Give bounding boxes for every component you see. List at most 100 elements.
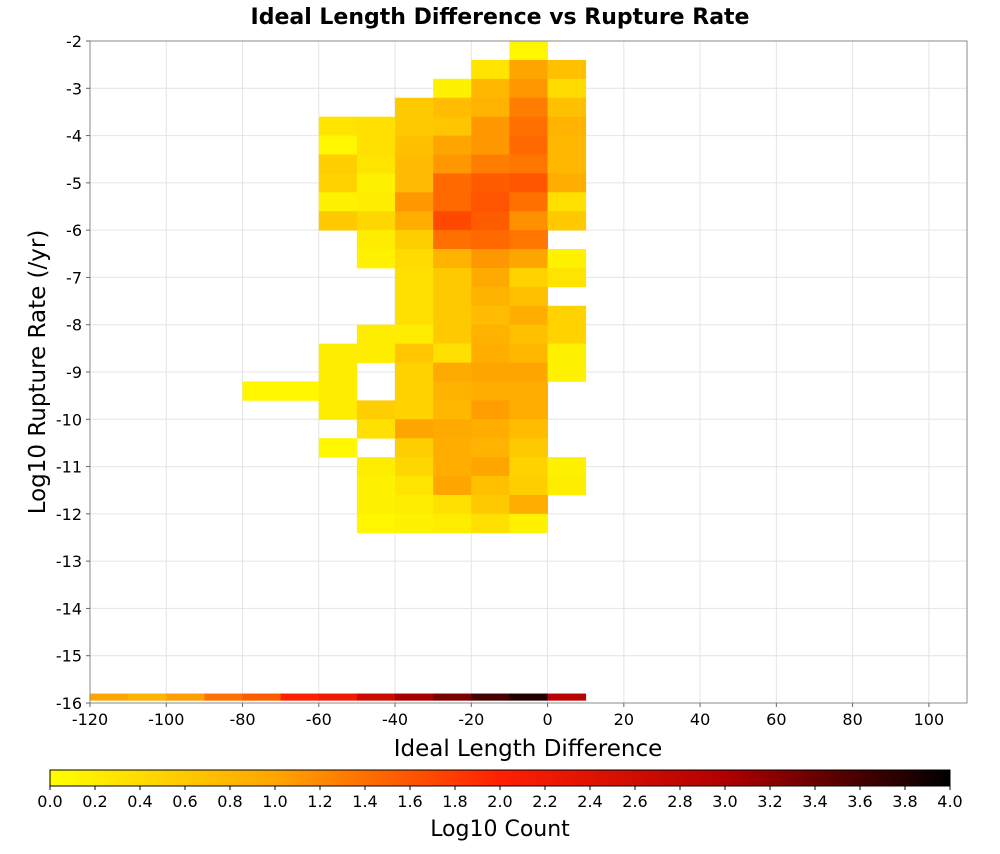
colorbar-tick-label: 1.4 — [352, 792, 377, 811]
heatmap-cell — [356, 116, 396, 136]
heatmap-cell — [318, 400, 358, 420]
heatmap-cell-bottom — [280, 693, 320, 701]
heatmap-cell-bottom — [356, 693, 396, 701]
y-tick-label: -7 — [66, 268, 82, 287]
heatmap-cell — [433, 438, 472, 458]
heatmap-cell — [509, 173, 548, 193]
heatmap-cells — [90, 41, 587, 701]
heatmap-cell — [356, 494, 396, 515]
y-tick-label: -2 — [66, 32, 82, 51]
heatmap-cell — [509, 286, 548, 307]
heatmap-cell — [471, 476, 510, 496]
heatmap-cell — [509, 249, 548, 269]
heatmap-cell — [471, 286, 510, 307]
heatmap-cell-bottom — [547, 693, 587, 701]
heatmap-cell — [356, 173, 396, 193]
heatmap-cell — [433, 362, 472, 382]
x-tick-label: -20 — [458, 710, 484, 729]
heatmap-cell-bottom — [395, 693, 434, 701]
y-tick-label: -9 — [66, 363, 82, 382]
heatmap-cell — [242, 381, 282, 401]
heatmap-cell — [547, 59, 587, 80]
heatmap-cell — [395, 211, 434, 231]
heatmap-cell — [433, 230, 472, 250]
colorbar-tick-label: 3.6 — [847, 792, 872, 811]
heatmap-cell — [318, 116, 358, 136]
heatmap-cell — [356, 476, 396, 496]
heatmap-cell-bottom — [90, 693, 129, 701]
heatmap-cell — [395, 419, 434, 439]
heatmap-cell — [356, 135, 396, 155]
colorbar-tick-label: 0.0 — [37, 792, 62, 811]
colorbar-tick-label: 1.6 — [397, 792, 422, 811]
heatmap-cell — [547, 211, 587, 231]
y-tick-label: -4 — [66, 127, 82, 146]
colorbar-tick-label: 0.2 — [82, 792, 107, 811]
heatmap-cell — [471, 494, 510, 515]
heatmap-cell-bottom — [204, 693, 243, 701]
colorbar-tick-label: 1.0 — [262, 792, 287, 811]
heatmap-cell — [471, 211, 510, 231]
colorbar-tick-label: 3.8 — [892, 792, 917, 811]
heatmap-cell — [547, 97, 587, 118]
x-tick-label: 60 — [766, 710, 786, 729]
heatmap-cell — [433, 457, 472, 477]
y-tick-label: -15 — [56, 647, 82, 666]
heatmap-cell — [318, 135, 358, 155]
heatmap-cell — [433, 267, 472, 288]
heatmap-cell — [471, 343, 510, 363]
heatmap-cell — [395, 286, 434, 307]
heatmap-cell — [471, 154, 510, 174]
colorbar-tick-label: 3.4 — [802, 792, 827, 811]
heatmap-cell — [356, 154, 396, 174]
heatmap-cell — [471, 513, 510, 534]
heatmap-cell — [318, 343, 358, 363]
heatmap-cell — [395, 381, 434, 401]
heatmap-cell — [433, 286, 472, 307]
heatmap-cell — [509, 457, 548, 477]
x-tick-label: 100 — [914, 710, 945, 729]
y-tick-label: -14 — [56, 599, 82, 618]
heatmap-cell — [395, 494, 434, 515]
colorbar — [49, 769, 951, 787]
heatmap-cell — [547, 249, 587, 269]
heatmap-cell — [471, 59, 510, 80]
heatmap-cell — [433, 400, 472, 420]
heatmap-cell — [471, 135, 510, 155]
y-tick-label: -11 — [56, 458, 82, 477]
x-tick-label: -60 — [306, 710, 332, 729]
heatmap-cell — [395, 476, 434, 496]
heatmap-cell — [509, 343, 548, 363]
heatmap-cell — [509, 381, 548, 401]
colorbar-tick-label: 1.8 — [442, 792, 467, 811]
heatmap-cell — [395, 267, 434, 288]
y-tick-label: -13 — [56, 552, 82, 571]
colorbar-tick-label: 2.0 — [487, 792, 512, 811]
heatmap-cell — [395, 457, 434, 477]
x-tick-label: -80 — [229, 710, 255, 729]
colorbar-tick-label: 2.4 — [577, 792, 602, 811]
colorbar-tick-label: 0.8 — [217, 792, 242, 811]
heatmap-cell — [509, 419, 548, 439]
colorbar-tick-label: 4.0 — [937, 792, 962, 811]
heatmap-cell — [433, 97, 472, 118]
heatmap-cell — [280, 381, 320, 401]
heatmap-cell — [356, 249, 396, 269]
heatmap-cell — [509, 97, 548, 118]
heatmap-cell — [356, 324, 396, 345]
heatmap-cell — [471, 173, 510, 193]
heatmap-cell — [318, 192, 358, 212]
heatmap-cell — [509, 324, 548, 345]
heatmap-cell — [509, 267, 548, 288]
colorbar-tick-label: 2.2 — [532, 792, 557, 811]
heatmap-cell — [395, 438, 434, 458]
heatmap-cell — [547, 267, 587, 288]
heatmap-cell — [471, 192, 510, 212]
heatmap-cell — [509, 230, 548, 250]
heatmap-cell — [395, 362, 434, 382]
heatmap-cell — [356, 400, 396, 420]
heatmap-cell — [356, 192, 396, 212]
heatmap-cell — [395, 324, 434, 345]
heatmap-cell — [509, 78, 548, 99]
